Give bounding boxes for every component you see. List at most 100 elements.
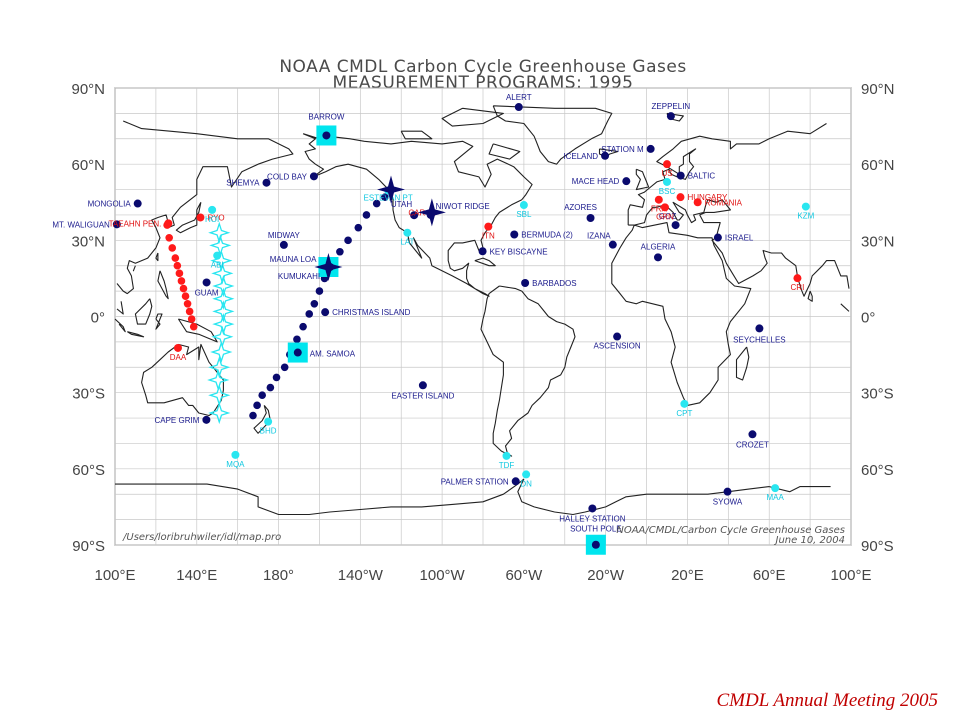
- site-label: MACE HEAD: [572, 177, 620, 186]
- lon-label: 60°E: [753, 567, 786, 584]
- site-label: BALTIC: [688, 172, 716, 181]
- site-label: CHRISTMAS ISLAND: [332, 308, 410, 317]
- site-label: DAA: [170, 353, 187, 362]
- lat-label-right: 90°S: [861, 538, 894, 555]
- site-label: SYOWA: [713, 498, 743, 507]
- coastline: [175, 202, 202, 234]
- site-label: KUMUKAHI: [278, 272, 320, 281]
- coastline: [114, 303, 850, 333]
- site-dot: [666, 112, 675, 121]
- site-dot: [663, 177, 671, 186]
- site-dot: [646, 144, 655, 153]
- lat-label-left: 60°N: [71, 157, 105, 174]
- site-label: AZORES: [564, 203, 597, 212]
- credit-line1: NOAA/CMDL/Carbon Cycle Greenhouse Gases: [616, 525, 845, 536]
- ship-track-dot: [185, 307, 194, 316]
- ship-track-dot: [187, 315, 196, 323]
- path-label: /Users/loribruhwiler/idl/map.pro: [122, 532, 281, 543]
- coastline: [735, 346, 750, 381]
- site-label: MAA: [766, 493, 784, 502]
- site-dot: [680, 399, 689, 408]
- site-dot: [676, 171, 685, 180]
- site-dot: [309, 172, 318, 181]
- observatory-dot: [591, 540, 600, 549]
- coastline: [611, 222, 752, 406]
- lon-label: 100°W: [420, 567, 466, 584]
- ship-track-dot: [249, 411, 257, 420]
- site-dot: [622, 177, 631, 186]
- site-label: NIWOT RIDGE: [436, 202, 490, 211]
- site-dot: [801, 202, 810, 211]
- site-dot: [613, 332, 622, 341]
- ship-track-dot: [315, 287, 324, 295]
- site-label: MIDWAY: [268, 231, 301, 240]
- site-dot: [713, 233, 722, 242]
- site-dot: [418, 381, 427, 390]
- site-dot: [133, 199, 142, 208]
- site-dot: [671, 221, 680, 230]
- ship-track-dot: [305, 310, 314, 318]
- site-label: ALERT: [506, 93, 532, 102]
- ship-track-dot: [372, 199, 381, 208]
- ship-track-dot: [181, 292, 190, 300]
- site-dot: [262, 178, 271, 187]
- site-dot: [264, 417, 273, 426]
- site-label: BHD: [260, 427, 277, 436]
- site-label: US: [661, 169, 672, 178]
- ship-track-dot: [354, 223, 363, 232]
- site-label: BERMUDA (2): [521, 230, 573, 239]
- footer-label: CMDL Annual Meeting 2005: [716, 690, 939, 711]
- ship-track-star: [208, 401, 231, 425]
- site-label: CPT: [676, 409, 692, 418]
- lat-label-right: 30°S: [861, 386, 894, 403]
- ship-track-star: [210, 340, 233, 364]
- coastline: [807, 290, 813, 302]
- lat-label-left: 60°S: [72, 462, 105, 479]
- ship-track-dot: [344, 236, 352, 245]
- ship-track-star: [212, 300, 235, 323]
- site-dot: [693, 198, 702, 207]
- lon-label: 180°: [263, 567, 294, 584]
- ship-tracks: [163, 193, 389, 425]
- coastline: [116, 120, 850, 315]
- site-label: PALMER STATION: [441, 477, 509, 486]
- coastline: [141, 343, 224, 417]
- site-dot: [723, 487, 732, 496]
- lat-label-left: 0°: [91, 310, 105, 327]
- graticule: [114, 87, 852, 546]
- observatory-label: AM. SAMOA: [310, 350, 356, 359]
- site-label: HUNGARY: [687, 193, 728, 202]
- site-dot: [588, 504, 597, 513]
- site-label: GRN: [656, 212, 674, 221]
- lat-label-right: 60°S: [861, 462, 894, 479]
- site-dot: [279, 240, 288, 249]
- map-title-line1: NOAA CMDL Carbon Cycle Greenhouse Gases: [279, 57, 686, 77]
- lon-label: 20°W: [587, 567, 625, 584]
- site-label: CAR: [408, 209, 425, 218]
- site-dot: [601, 151, 610, 160]
- lon-label: 140°E: [176, 567, 217, 584]
- site-dot: [478, 247, 487, 256]
- site-label: IZANA: [587, 232, 611, 241]
- coastline: [157, 270, 169, 300]
- site-label: CAPE GRIM: [154, 416, 199, 425]
- coastline: [115, 478, 831, 516]
- site-dot: [321, 308, 330, 317]
- site-label: UTAH: [391, 200, 412, 209]
- site-label: STATION M: [601, 145, 644, 154]
- aircraft-star: [314, 252, 343, 281]
- lat-label-right: 0°: [861, 310, 875, 327]
- site-label: ALGERIA: [641, 242, 676, 251]
- observatory-label: SOUTH POLE: [570, 525, 622, 534]
- coastline: [155, 313, 163, 330]
- site-dot: [608, 240, 617, 249]
- site-label: TAEAHN PEN.: [109, 219, 162, 228]
- site-dot: [654, 195, 663, 204]
- site-dot: [522, 470, 531, 479]
- site-label: MONGOLIA: [88, 200, 132, 209]
- ship-track-dot: [168, 244, 177, 252]
- site-label: ABI: [211, 261, 224, 270]
- aircraft-star: [417, 198, 446, 227]
- site-dot: [112, 220, 121, 229]
